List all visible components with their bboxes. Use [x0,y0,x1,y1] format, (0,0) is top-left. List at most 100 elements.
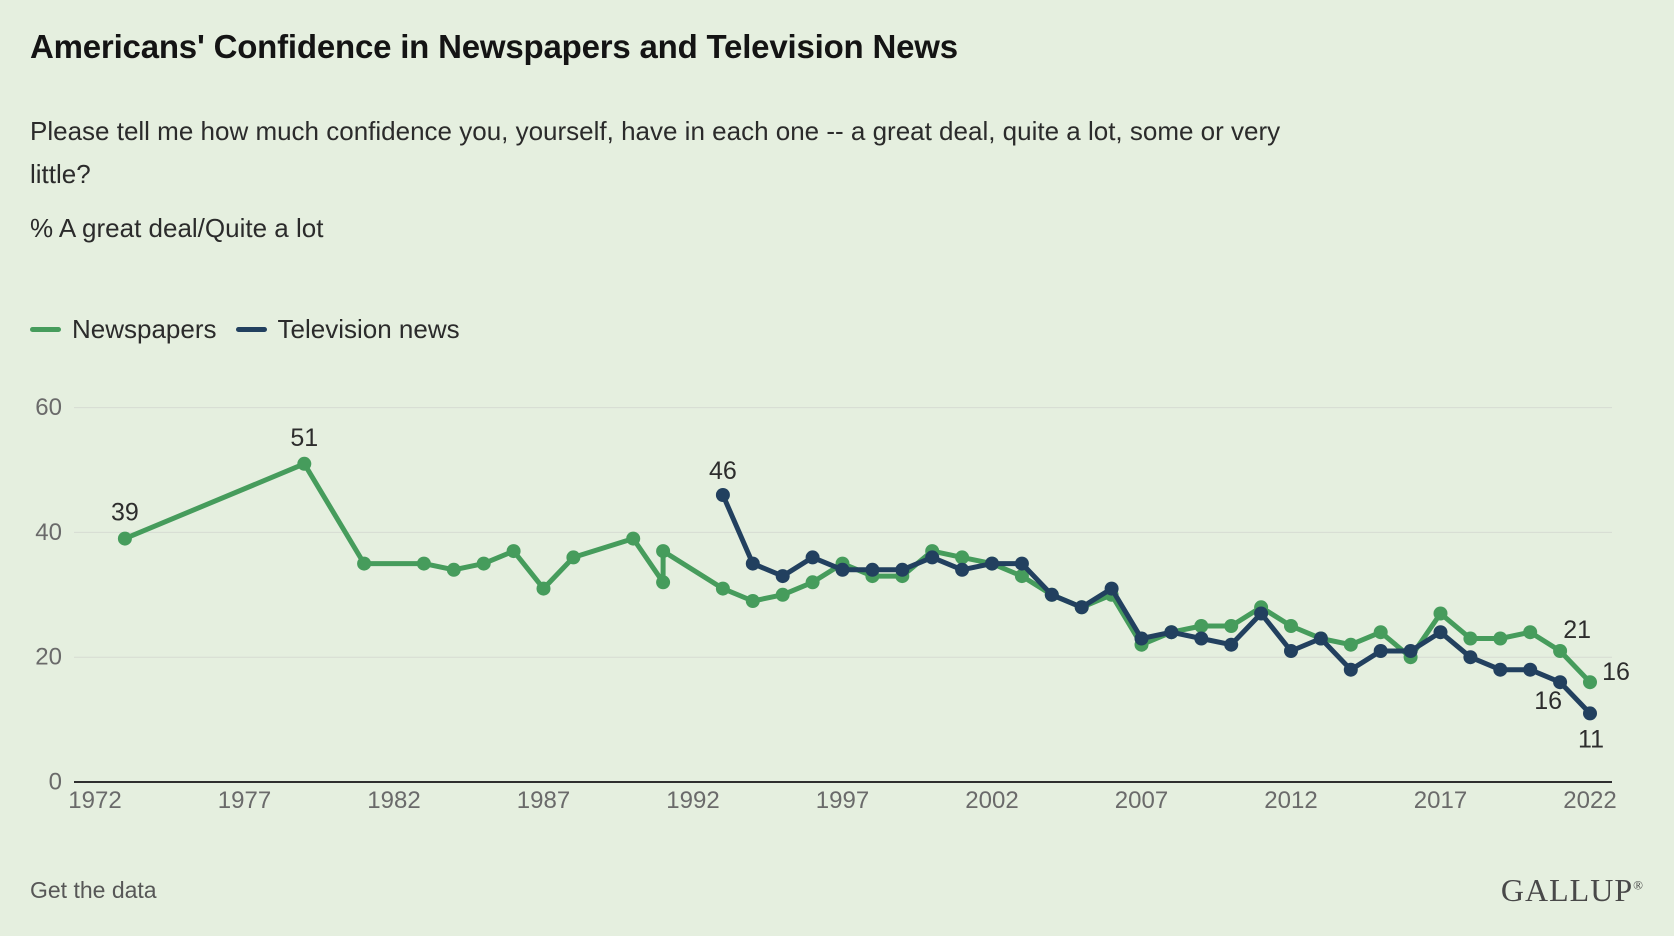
newspapers-point[interactable] [1284,618,1298,633]
x-axis-tick-label: 1982 [367,787,420,814]
value-label: 51 [290,424,318,452]
value-label: 11 [1578,725,1604,753]
newspapers-point[interactable] [805,575,820,590]
chart-area: 0 20 40 60 1972 1977 1982 1987 1992 1997 2002 2007 2… [30,381,1644,822]
y-axis-tick-label: 60 [35,394,62,421]
get-the-data-link[interactable]: Get the data [30,876,157,903]
y-axis-tick-label: 0 [49,768,62,795]
newspapers-point[interactable] [536,581,551,596]
newspapers-point[interactable] [1224,618,1239,633]
television-news-point[interactable] [1164,625,1179,640]
newspapers-point[interactable] [1194,618,1209,633]
newspapers-point[interactable] [1014,568,1029,583]
television-news-point[interactable] [1583,706,1597,721]
newspapers-point[interactable] [1553,643,1568,658]
gallup-chart-page: Americans' Confidence in Newspapers and … [30,28,1644,909]
newspapers-point[interactable] [745,593,760,608]
television-news-point[interactable] [1284,643,1298,658]
x-axis-tick-label: 2012 [1264,787,1317,814]
newspapers-point[interactable] [1493,631,1508,646]
television-news-point[interactable] [775,568,790,583]
television-news-point[interactable] [715,487,730,502]
television-news-point[interactable] [1014,556,1029,571]
newspapers-point[interactable] [297,456,312,471]
x-axis-tick-label: 1987 [517,787,570,814]
x-axis-tick-label: 2017 [1414,787,1467,814]
television-news-point[interactable] [1553,675,1568,690]
television-news-point[interactable] [1194,631,1209,646]
newspapers-point[interactable] [1433,606,1448,621]
television-news-series [715,487,1597,721]
legend-item-newspapers[interactable]: Newspapers [30,314,217,345]
newspapers-point[interactable] [1373,625,1388,640]
television-news-point[interactable] [1104,581,1119,596]
x-axis-tick-label: 1992 [666,787,719,814]
television-news-point[interactable] [1373,643,1388,658]
television-news-point[interactable] [1493,662,1508,677]
newspapers-point[interactable] [1343,637,1358,652]
y-axis-tick-label: 40 [35,519,62,546]
gallup-logo-text: GALLUP [1500,871,1634,908]
television-news-swatch [235,326,267,332]
television-news-point[interactable] [1313,631,1328,646]
newspapers-point[interactable] [357,556,372,571]
television-news-point[interactable] [1074,600,1089,615]
line-chart[interactable]: 0 20 40 60 1972 1977 1982 1987 1992 1997 2002 2007 2… [30,381,1644,817]
x-axis-tick-label: 1997 [816,787,869,814]
television-news-point[interactable] [1463,650,1478,665]
measure-label: % A great deal/Quite a lot [30,212,324,243]
value-label: 39 [111,498,139,526]
television-news-point[interactable] [1134,631,1149,646]
newspapers-point[interactable] [416,556,431,571]
television-news-point[interactable] [925,550,940,565]
gallup-logo: GALLUP® [1501,872,1644,909]
newspapers-point[interactable] [656,575,671,590]
newspapers-point[interactable] [955,550,970,565]
legend-label-television-news: Television news [277,313,460,344]
x-axis-tick-label: 2022 [1563,787,1616,814]
television-news-point[interactable] [1343,662,1358,677]
newspapers-point[interactable] [476,556,491,571]
registered-mark: ® [1633,877,1644,893]
newspapers-point[interactable] [1583,675,1597,690]
television-news-point[interactable] [955,562,970,577]
television-news-point[interactable] [835,562,850,577]
newspapers-swatch [30,326,61,332]
x-axis-tick-label: 2007 [1115,787,1168,814]
newspapers-point[interactable] [117,531,132,546]
survey-question: Please tell me how much confidence you, … [30,116,1281,190]
newspapers-point[interactable] [1523,625,1538,640]
value-label: 16 [1534,687,1562,715]
x-axis-tick-label: 2002 [965,787,1018,814]
page-footer: Get the data GALLUP® [30,872,1644,909]
y-axis-tick-label: 20 [35,644,62,671]
television-news-point[interactable] [1433,625,1448,640]
television-news-point[interactable] [1224,637,1239,652]
television-news-point[interactable] [1044,587,1059,602]
television-news-point[interactable] [895,562,910,577]
television-news-point[interactable] [1254,606,1269,621]
x-axis-tick-label: 1977 [218,787,271,814]
television-news-point[interactable] [745,556,760,571]
chart-legend: Newspapers Television news [30,314,1644,345]
newspapers-point[interactable] [566,550,581,565]
value-label: 16 [1602,658,1630,686]
newspapers-point[interactable] [715,581,730,596]
newspapers-point[interactable] [1463,631,1478,646]
legend-item-television-news[interactable]: Television news [235,313,460,345]
newspapers-point[interactable] [775,587,790,602]
chart-title: Americans' Confidence in Newspapers and … [30,28,958,65]
television-news-point[interactable] [1523,662,1538,677]
legend-label-newspapers: Newspapers [72,313,217,344]
value-label: 46 [709,457,737,485]
newspapers-point[interactable] [656,543,671,558]
television-news-point[interactable] [1403,643,1418,658]
newspapers-point[interactable] [626,531,641,546]
newspapers-point[interactable] [446,562,461,577]
television-news-line [720,492,1593,716]
newspapers-point[interactable] [506,543,521,558]
x-axis-tick-label: 1972 [68,787,121,814]
television-news-point[interactable] [865,562,880,577]
television-news-point[interactable] [985,556,999,571]
television-news-point[interactable] [805,550,820,565]
